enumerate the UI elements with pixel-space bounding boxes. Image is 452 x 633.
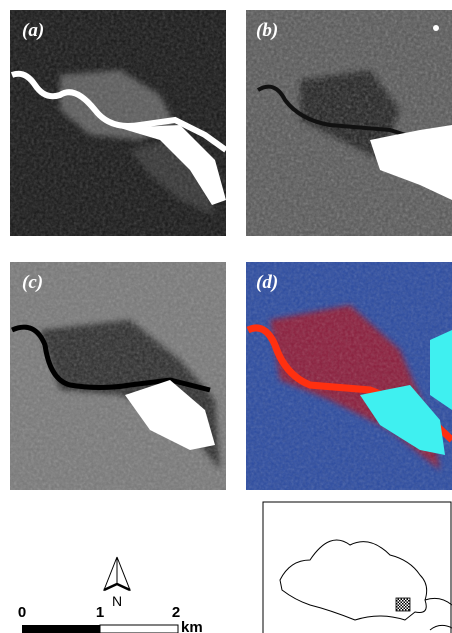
panel-label: (b) <box>256 20 278 41</box>
panel-c-image <box>10 262 226 490</box>
figure: (a) (b) (c) (d) N 0 1 2 km <box>0 0 452 633</box>
panel-label: (c) <box>22 272 43 293</box>
scale-label: 1 <box>96 604 104 621</box>
scale-bar: 0 1 2 km <box>18 604 203 633</box>
scale-label: 0 <box>18 604 26 621</box>
panel-d-image <box>246 262 452 490</box>
scale-unit: km <box>181 619 203 633</box>
scale-label: 2 <box>172 604 180 621</box>
panel-b-image <box>246 10 452 236</box>
panel-a-image <box>10 10 226 236</box>
panel-label: (d) <box>256 272 278 293</box>
panel-label: (a) <box>22 20 44 41</box>
north-label: N <box>112 593 122 609</box>
north-arrow: N <box>104 557 130 609</box>
inset-map <box>263 502 452 633</box>
